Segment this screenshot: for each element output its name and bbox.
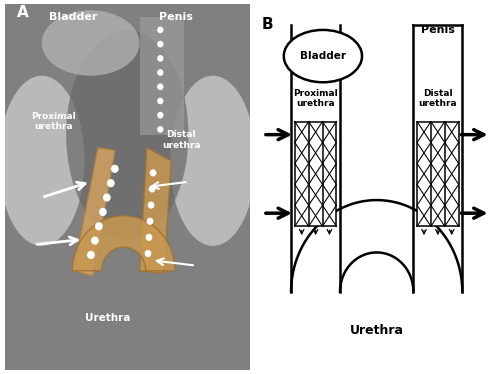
Circle shape [104,194,110,201]
Bar [140,17,183,135]
Ellipse shape [42,10,140,76]
Circle shape [158,113,163,118]
Polygon shape [74,148,115,276]
Circle shape [112,165,118,172]
Circle shape [92,237,98,244]
Text: Penis: Penis [159,12,193,22]
Ellipse shape [66,30,188,239]
Text: Distal
urethra: Distal urethra [418,89,457,108]
Text: Proximal
urethra: Proximal urethra [32,112,76,131]
Bar [417,122,459,226]
Text: Penis: Penis [421,25,455,35]
Text: Bladder: Bladder [49,12,98,22]
Circle shape [158,84,163,89]
Text: Urethra: Urethra [350,325,404,337]
Circle shape [146,234,152,240]
Ellipse shape [170,76,256,246]
Circle shape [88,252,94,258]
Polygon shape [140,148,171,273]
Circle shape [158,70,163,75]
Circle shape [148,202,154,208]
Circle shape [158,56,163,61]
Circle shape [158,98,163,104]
Ellipse shape [284,30,362,82]
Circle shape [100,208,106,215]
Text: A: A [17,5,29,20]
Polygon shape [72,216,175,271]
Text: Bladder: Bladder [300,51,346,61]
Circle shape [150,170,156,176]
Bar [295,122,336,226]
Circle shape [149,186,155,192]
Text: B: B [262,17,273,32]
Circle shape [108,180,114,187]
Text: Urethra: Urethra [85,313,131,323]
Ellipse shape [0,76,85,246]
Circle shape [96,223,102,230]
Circle shape [158,42,163,47]
Circle shape [158,27,163,33]
Text: Distal
urethra: Distal urethra [162,130,201,150]
Circle shape [158,127,163,132]
Circle shape [147,218,153,224]
Text: Proximal
urethra: Proximal urethra [293,89,338,108]
Circle shape [145,251,151,257]
